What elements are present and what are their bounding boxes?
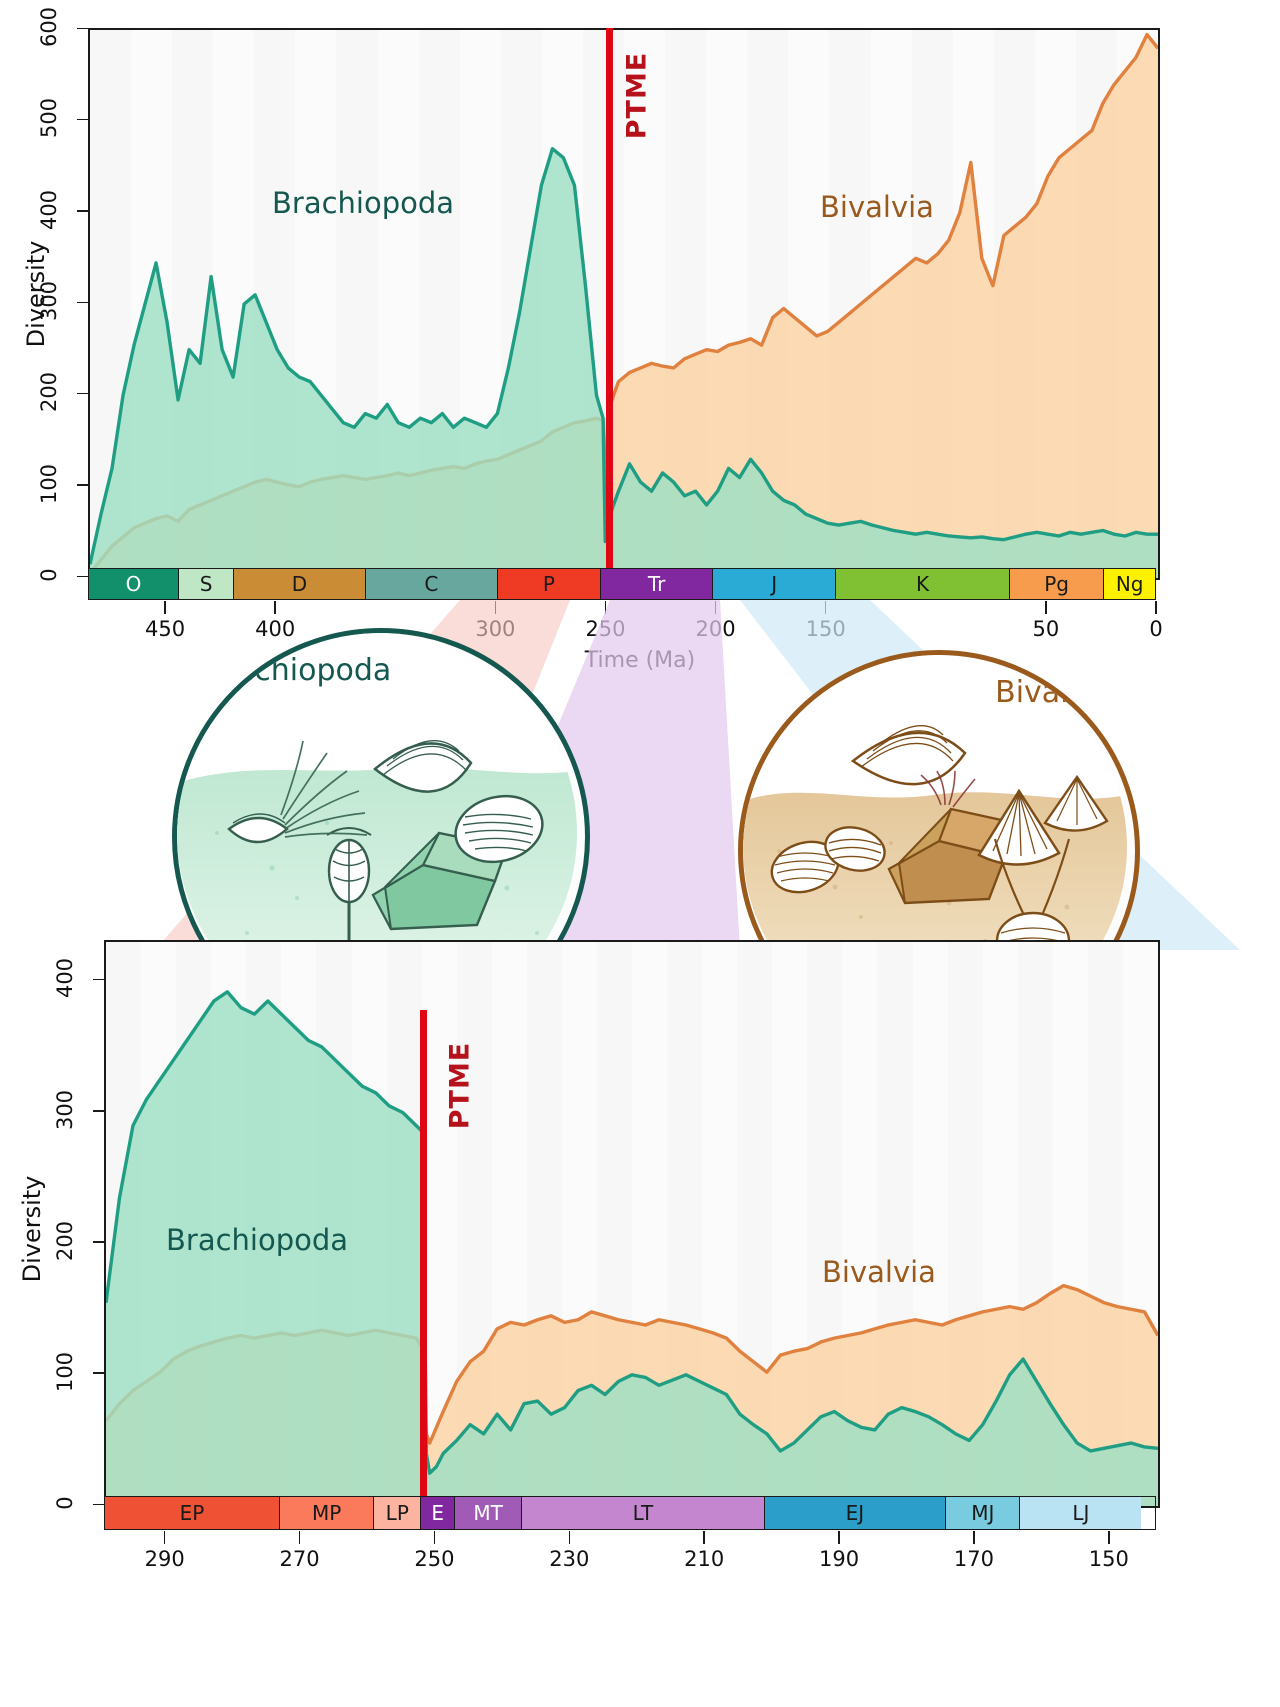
- timescale-unit-mp: MP: [280, 1497, 375, 1529]
- series-fill-brachiopoda: [106, 991, 1158, 1506]
- x-tick-450: 450: [145, 617, 186, 641]
- x-tick-270: 270: [279, 1547, 320, 1571]
- x-tick-mark: [433, 1531, 436, 1544]
- bottom-stage-timescale: EP MP LP E MT LT EJ MJ LJ: [104, 1496, 1156, 1530]
- x-tick-230: 230: [549, 1547, 590, 1571]
- x-tick-mark: [1155, 601, 1157, 614]
- top-label-bivalvia: Bivalvia: [820, 190, 934, 224]
- y-tick-mark: [77, 210, 88, 212]
- timescale-unit-ng: Ng: [1104, 569, 1155, 599]
- top-ptme-label: PTME: [621, 51, 653, 140]
- bottom-label-brachiopoda: Brachiopoda: [166, 1223, 349, 1257]
- series-fill-bivalvia: [90, 34, 1158, 578]
- x-tick-mark: [568, 1531, 571, 1544]
- y-tick-100: 100: [37, 463, 61, 504]
- x-tick-190: 190: [819, 1547, 860, 1571]
- inset-brachiopoda-caption: Brachiopoda: [203, 653, 392, 688]
- top-plot-area: [88, 28, 1160, 580]
- x-tick-210: 210: [684, 1547, 725, 1571]
- timescale-unit-k: K: [836, 569, 1010, 599]
- timescale-unit-s: S: [179, 569, 235, 599]
- timescale-unit-lp: LP: [374, 1497, 422, 1529]
- x-tick-150: 150: [1088, 1547, 1129, 1571]
- timescale-unit-c: C: [365, 569, 498, 599]
- bottom-y-axis-label: Diversity: [18, 1175, 46, 1283]
- timescale-unit-p: P: [497, 569, 602, 599]
- timescale-unit-tr: Tr: [601, 569, 714, 599]
- timescale-unit-lj: LJ: [1020, 1497, 1142, 1529]
- x-tick-400: 400: [255, 617, 296, 641]
- bottom-ptme-label: PTME: [444, 1041, 476, 1130]
- inset-bivalvia-caption: Bivalvia: [995, 675, 1113, 710]
- y-tick-mark: [77, 27, 88, 29]
- series-fill-brachiopoda: [90, 148, 1158, 578]
- timescale-unit-lt: LT: [522, 1497, 765, 1529]
- x-tick-mark: [1108, 1531, 1110, 1544]
- y-tick-mark: [77, 301, 88, 303]
- x-tick-50: 50: [1032, 617, 1060, 641]
- timescale-unit-o: O: [89, 569, 180, 599]
- x-tick-mark: [274, 601, 276, 614]
- bottom-plot-area: [104, 940, 1160, 1508]
- y-tick-mark: [77, 484, 88, 486]
- top-geologic-timescale: O S D C P Tr J K Pg Ng: [88, 568, 1156, 600]
- timescale-unit-mj: MJ: [946, 1497, 1021, 1529]
- x-tick-170: 170: [953, 1547, 994, 1571]
- y-tick-mark: [77, 118, 88, 121]
- top-ptme-line: [606, 28, 613, 588]
- y-tick-0: 0: [53, 1496, 77, 1510]
- x-tick-mark: [604, 601, 607, 614]
- bottom-ptme-line: [420, 1010, 427, 1516]
- x-tick-290: 290: [144, 1547, 185, 1571]
- y-tick-mark: [77, 392, 88, 395]
- y-tick-mark: [93, 978, 104, 981]
- timescale-unit-e: E: [421, 1497, 455, 1529]
- x-tick-0: 0: [1149, 617, 1163, 641]
- y-tick-mark: [93, 1110, 104, 1112]
- y-tick-mark: [93, 1241, 104, 1243]
- timescale-unit-ej: EJ: [764, 1497, 947, 1529]
- series-line-brachiopoda: [106, 990, 1158, 1475]
- timescale-unit-d: D: [234, 569, 366, 599]
- x-tick-mark: [298, 1531, 301, 1544]
- timescale-unit-pg: Pg: [1009, 569, 1105, 599]
- y-tick-200: 200: [53, 1220, 77, 1261]
- y-tick-300: 300: [37, 280, 61, 322]
- x-tick-mark: [1045, 601, 1047, 614]
- timescale-unit-mt: MT: [454, 1497, 523, 1529]
- x-tick-250: 250: [414, 1547, 455, 1571]
- y-tick-100: 100: [53, 1351, 77, 1392]
- top-label-brachiopoda: Brachiopoda: [272, 186, 455, 220]
- y-tick-mark: [93, 1372, 104, 1374]
- x-tick-mark: [163, 1531, 166, 1544]
- y-tick-600: 600: [37, 6, 61, 48]
- y-tick-400: 400: [53, 958, 77, 999]
- timescale-unit-j: J: [713, 569, 837, 599]
- x-tick-mark: [703, 1531, 705, 1544]
- x-tick-mark: [164, 601, 166, 614]
- y-tick-400: 400: [37, 189, 61, 230]
- x-tick-mark: [973, 1531, 975, 1544]
- timescale-unit-ep: EP: [105, 1497, 280, 1529]
- y-tick-300: 300: [53, 1089, 77, 1130]
- y-tick-mark: [93, 1503, 104, 1505]
- y-tick-500: 500: [37, 98, 61, 139]
- x-tick-mark: [838, 1531, 840, 1544]
- y-tick-mark: [77, 575, 88, 577]
- y-tick-200: 200: [37, 372, 61, 413]
- bottom-label-bivalvia: Bivalvia: [822, 1255, 936, 1289]
- y-tick-0: 0: [37, 568, 61, 582]
